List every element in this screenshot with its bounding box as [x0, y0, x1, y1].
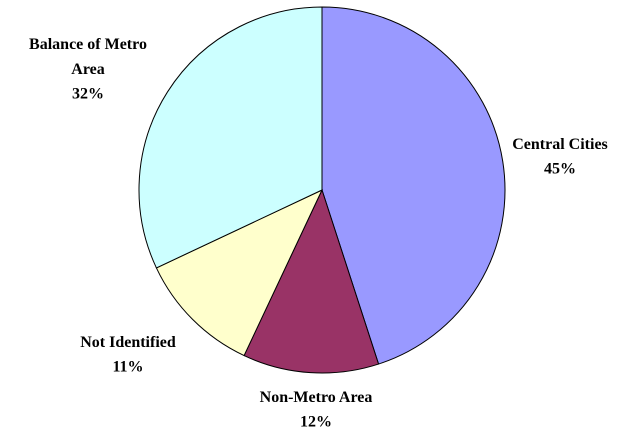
slice-value-label: 45%	[544, 161, 576, 178]
slice-value-label: 11%	[112, 359, 143, 376]
pie-slice	[138, 6, 323, 269]
slice-value-label: 32%	[72, 86, 104, 103]
slice-label: Non-Metro Area	[260, 389, 373, 406]
slice-label: Central Cities	[512, 136, 608, 153]
slice-label: Balance of Metro Area	[29, 36, 147, 78]
pie-slice	[243, 188, 380, 374]
pie-slice	[155, 188, 324, 357]
slice-value-label: 12%	[300, 414, 332, 430]
pie-slice	[321, 6, 506, 365]
slice-label: Not Identified	[80, 334, 176, 351]
